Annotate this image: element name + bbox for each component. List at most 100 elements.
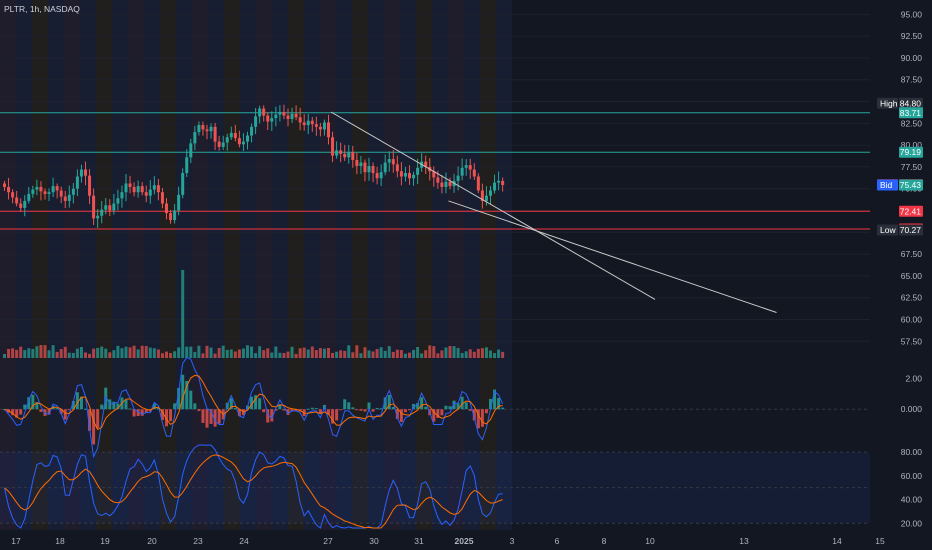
candle-body[interactable]	[217, 141, 221, 147]
candle-body[interactable]	[79, 169, 83, 177]
candle-body[interactable]	[31, 189, 35, 194]
candle-body[interactable]	[160, 192, 164, 204]
candle-body[interactable]	[116, 198, 120, 204]
candle-body[interactable]	[412, 174, 416, 179]
candle-body[interactable]	[310, 120, 314, 125]
candle-body[interactable]	[367, 166, 371, 173]
candle-body[interactable]	[440, 182, 444, 187]
candle-body[interactable]	[120, 192, 124, 199]
candle-body[interactable]	[233, 132, 237, 139]
candle-body[interactable]	[371, 166, 375, 174]
candle-body[interactable]	[497, 180, 501, 183]
candle-body[interactable]	[11, 192, 15, 198]
candle-body[interactable]	[124, 183, 128, 193]
candle-body[interactable]	[3, 183, 6, 187]
candle-body[interactable]	[39, 186, 43, 192]
candle-body[interactable]	[476, 176, 480, 191]
candle-body[interactable]	[185, 157, 189, 174]
candle-body[interactable]	[472, 169, 476, 177]
candle-body[interactable]	[480, 190, 484, 201]
candle-body[interactable]	[327, 122, 330, 138]
candle-body[interactable]	[88, 175, 92, 196]
candle-body[interactable]	[460, 167, 464, 176]
candle-body[interactable]	[395, 164, 399, 172]
candle-body[interactable]	[108, 205, 112, 211]
candle-body[interactable]	[262, 108, 266, 116]
candle-body[interactable]	[71, 188, 75, 195]
candle-body[interactable]	[363, 162, 367, 173]
oscillator-pane[interactable]	[0, 444, 870, 529]
candle-body[interactable]	[355, 159, 359, 167]
candle-body[interactable]	[7, 186, 11, 193]
candle-body[interactable]	[156, 185, 160, 193]
candle-body[interactable]	[148, 189, 152, 196]
candle-body[interactable]	[290, 113, 294, 119]
candle-body[interactable]	[152, 185, 156, 190]
candle-body[interactable]	[464, 165, 468, 168]
candle-body[interactable]	[468, 165, 472, 170]
candle-body[interactable]	[322, 122, 326, 130]
candle-body[interactable]	[493, 182, 497, 191]
candle-body[interactable]	[270, 118, 274, 122]
candle-body[interactable]	[19, 203, 23, 208]
candle-body[interactable]	[343, 153, 347, 158]
trend-line[interactable]	[448, 200, 777, 313]
macd-line[interactable]	[4, 356, 504, 459]
candle-body[interactable]	[112, 203, 116, 211]
candle-body[interactable]	[432, 171, 436, 178]
candle-body[interactable]	[173, 210, 177, 221]
candle-body[interactable]	[379, 172, 383, 179]
candle-body[interactable]	[282, 112, 286, 116]
candle-body[interactable]	[424, 161, 428, 167]
candle-body[interactable]	[448, 181, 452, 187]
candle-body[interactable]	[375, 173, 379, 179]
candle-body[interactable]	[339, 150, 343, 154]
candle-body[interactable]	[351, 152, 355, 160]
candle-body[interactable]	[43, 191, 47, 194]
candle-body[interactable]	[456, 175, 460, 181]
candle-body[interactable]	[408, 173, 411, 179]
macd-pane[interactable]	[0, 356, 870, 459]
candle-body[interactable]	[399, 171, 403, 177]
candle-body[interactable]	[444, 181, 448, 187]
candle-body[interactable]	[92, 195, 96, 219]
candle-body[interactable]	[286, 115, 290, 119]
candle-body[interactable]	[278, 112, 282, 115]
candle-body[interactable]	[306, 120, 310, 126]
candle-body[interactable]	[27, 193, 31, 201]
trend-line[interactable]	[330, 111, 656, 300]
candle-body[interactable]	[23, 200, 27, 208]
candle-body[interactable]	[15, 197, 19, 204]
signal-line[interactable]	[4, 374, 503, 431]
candle-body[interactable]	[254, 116, 258, 127]
candle-body[interactable]	[331, 137, 335, 156]
candle-body[interactable]	[221, 142, 225, 147]
candle-body[interactable]	[181, 173, 185, 195]
candle-body[interactable]	[55, 186, 59, 191]
candle-body[interactable]	[144, 192, 148, 196]
candle-body[interactable]	[436, 177, 440, 183]
candle-body[interactable]	[140, 186, 144, 193]
candle-body[interactable]	[213, 126, 217, 142]
candle-body[interactable]	[294, 113, 298, 118]
candle-body[interactable]	[241, 141, 245, 145]
candle-body[interactable]	[104, 205, 108, 210]
candle-body[interactable]	[100, 209, 104, 216]
candle-body[interactable]	[266, 115, 270, 122]
candle-body[interactable]	[51, 186, 55, 193]
horizontal-price-levels[interactable]	[0, 112, 870, 230]
oscillator-slow-line[interactable]	[4, 454, 503, 529]
candle-body[interactable]	[201, 125, 205, 130]
candle-body[interactable]	[165, 203, 168, 214]
time-axis[interactable]: 17 18 19 20 23 24 27 30 31 2025 3 6 8 10 13 14 15	[11, 536, 885, 546]
candle-body[interactable]	[391, 159, 395, 165]
candle-body[interactable]	[250, 126, 254, 136]
candle-body[interactable]	[132, 186, 136, 193]
candle-body[interactable]	[136, 186, 140, 193]
candle-body[interactable]	[229, 132, 233, 138]
candle-body[interactable]	[302, 122, 306, 126]
candle-body[interactable]	[347, 152, 351, 158]
candle-body[interactable]	[237, 138, 241, 145]
candle-body[interactable]	[416, 167, 420, 175]
